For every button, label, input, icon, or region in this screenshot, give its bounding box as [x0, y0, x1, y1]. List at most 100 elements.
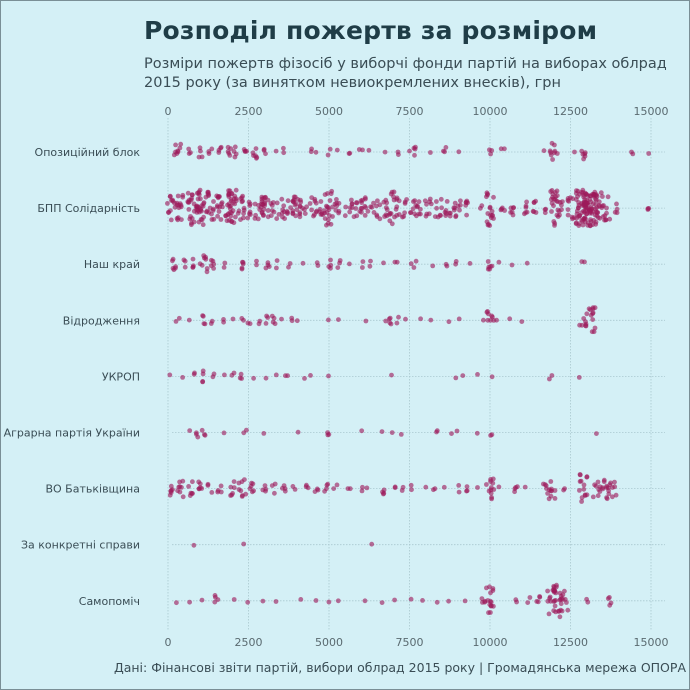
data-point	[369, 204, 375, 210]
data-point	[559, 608, 565, 614]
data-point	[395, 149, 401, 155]
data-point	[396, 212, 402, 217]
data-point	[548, 479, 554, 484]
x-tick-label-top: 15000	[634, 105, 669, 118]
data-point	[335, 265, 341, 270]
data-point	[507, 316, 513, 322]
data-point	[180, 194, 186, 200]
data-point	[548, 189, 554, 194]
data-point	[582, 259, 587, 265]
data-point	[349, 197, 354, 203]
chart-title: Розподіл пожертв за розміром	[144, 16, 598, 45]
data-point	[239, 479, 245, 485]
data-point	[369, 541, 375, 547]
data-point	[235, 210, 241, 216]
data-point	[205, 483, 211, 488]
data-point	[551, 219, 557, 224]
data-point	[274, 265, 279, 271]
data-point	[279, 196, 285, 202]
data-point	[238, 371, 244, 377]
data-point	[416, 199, 422, 205]
data-point	[186, 317, 192, 323]
data-point	[392, 597, 397, 603]
data-point	[347, 209, 353, 215]
data-point	[214, 203, 220, 209]
data-point	[462, 598, 468, 604]
data-point	[443, 213, 449, 219]
data-point	[488, 490, 494, 496]
data-point	[444, 199, 450, 204]
data-point	[233, 187, 239, 193]
series-2	[170, 253, 587, 275]
data-point	[351, 214, 357, 220]
data-point	[180, 494, 186, 500]
data-point	[289, 318, 295, 324]
data-point	[549, 373, 555, 378]
data-point	[423, 213, 429, 219]
data-point	[250, 150, 256, 156]
data-point	[398, 432, 404, 437]
data-point	[437, 212, 443, 218]
data-point	[484, 482, 489, 487]
data-point	[573, 190, 579, 196]
data-point	[383, 212, 389, 218]
data-point	[285, 210, 290, 215]
data-point	[187, 428, 193, 433]
data-point	[295, 429, 301, 435]
x-tick-label-top: 2500	[235, 105, 263, 118]
data-point	[434, 199, 439, 204]
data-point	[453, 375, 459, 381]
data-point	[464, 484, 470, 489]
data-point	[391, 197, 397, 203]
data-point	[558, 601, 564, 607]
data-point	[233, 214, 238, 220]
data-point	[502, 208, 507, 213]
data-point	[549, 209, 554, 214]
data-point	[481, 317, 486, 323]
data-point	[226, 211, 231, 217]
data-point	[590, 494, 596, 500]
data-point	[418, 211, 423, 217]
data-point	[562, 486, 567, 491]
data-point	[360, 197, 365, 203]
data-point	[326, 317, 331, 323]
data-point	[428, 150, 433, 155]
data-point	[304, 204, 309, 210]
data-point	[377, 202, 383, 208]
x-tick-label-top: 10000	[473, 105, 508, 118]
data-point	[294, 207, 300, 213]
data-point	[170, 265, 176, 271]
data-point	[229, 492, 235, 498]
data-point	[488, 151, 493, 157]
data-point	[411, 145, 417, 151]
data-point	[515, 484, 520, 490]
data-point	[326, 373, 331, 379]
data-point	[443, 261, 449, 267]
data-point	[176, 315, 182, 321]
data-point	[359, 206, 365, 211]
data-point	[409, 487, 414, 493]
data-point	[594, 210, 600, 215]
data-point	[592, 325, 598, 331]
data-point	[490, 586, 496, 591]
data-point	[239, 376, 245, 381]
data-point	[232, 154, 238, 160]
data-point	[590, 317, 596, 322]
data-point	[394, 320, 400, 326]
data-point	[554, 582, 559, 588]
data-point	[552, 223, 557, 228]
data-point	[313, 598, 319, 603]
data-point	[453, 261, 458, 267]
data-point	[366, 147, 372, 153]
data-point	[614, 201, 619, 207]
series-5	[187, 427, 599, 440]
data-point	[402, 199, 408, 205]
data-point	[480, 600, 485, 605]
data-point	[400, 484, 406, 490]
data-point	[268, 213, 274, 219]
data-point	[328, 221, 334, 227]
data-point	[446, 319, 452, 325]
data-point	[173, 319, 179, 324]
data-point	[209, 217, 215, 222]
data-point	[322, 488, 327, 494]
